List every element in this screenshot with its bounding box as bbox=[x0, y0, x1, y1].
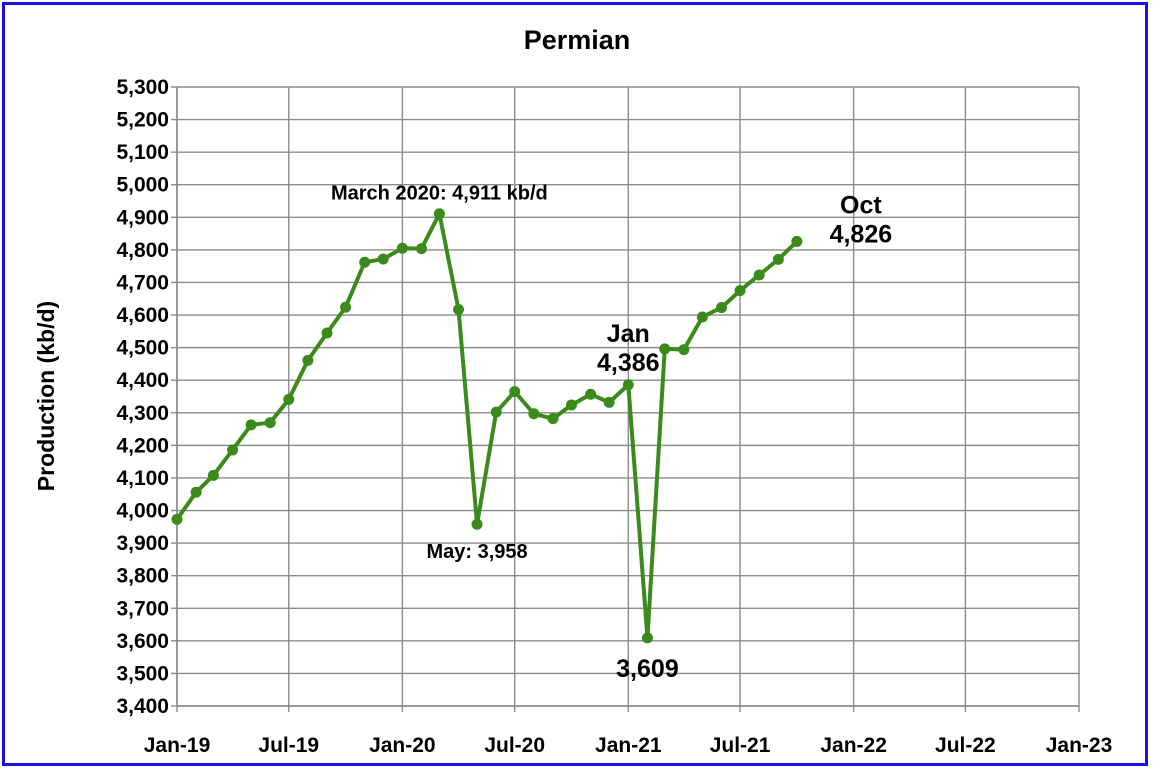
y-tick-label: 3,800 bbox=[116, 565, 169, 588]
x-tick-label: Jul-21 bbox=[710, 734, 771, 757]
y-tick-label: 5,300 bbox=[116, 76, 169, 99]
chart-title: Permian bbox=[524, 25, 631, 55]
y-tick-label: 5,000 bbox=[116, 174, 169, 197]
data-point bbox=[207, 469, 219, 481]
annotation-line: 4,826 bbox=[830, 220, 893, 248]
y-tick-label: 4,900 bbox=[116, 206, 169, 229]
y-tick-label: 4,600 bbox=[116, 304, 169, 327]
x-tick-label: Jul-20 bbox=[484, 734, 545, 757]
annotation-label: 3,609 bbox=[616, 655, 679, 683]
y-tick-label: 4,500 bbox=[116, 337, 169, 360]
data-point bbox=[396, 242, 408, 254]
data-point bbox=[603, 396, 615, 408]
annotation-label: Jan 4,386 bbox=[597, 320, 660, 377]
data-point bbox=[753, 269, 765, 281]
annotation-line: 4,386 bbox=[597, 349, 660, 377]
data-point bbox=[716, 302, 728, 314]
x-tick-label: Jul-22 bbox=[935, 734, 996, 757]
y-tick-label: 3,500 bbox=[116, 662, 169, 685]
y-tick-label: 3,400 bbox=[116, 695, 169, 718]
x-tick-label: Jan-21 bbox=[595, 734, 662, 757]
y-tick-label: 4,400 bbox=[116, 369, 169, 392]
data-point bbox=[433, 208, 445, 220]
x-tick-label: Jan-23 bbox=[1046, 734, 1113, 757]
y-tick-label: 4,100 bbox=[116, 467, 169, 490]
plot-axes bbox=[171, 86, 1080, 712]
data-point bbox=[377, 253, 389, 265]
data-point bbox=[734, 285, 746, 297]
data-point bbox=[772, 253, 784, 265]
data-point bbox=[585, 388, 597, 400]
x-tick-label: Jan-20 bbox=[369, 734, 436, 757]
data-point bbox=[171, 513, 183, 525]
x-tick-label: Jan-22 bbox=[820, 734, 887, 757]
annotation-label: March 2020: 4,911 kb/d bbox=[331, 183, 548, 205]
data-point bbox=[302, 354, 314, 366]
data-point bbox=[678, 344, 690, 356]
data-point bbox=[509, 386, 521, 398]
annotation-line: March 2020: 4,911 kb/d bbox=[331, 183, 548, 205]
data-point bbox=[696, 311, 708, 323]
data-point bbox=[264, 417, 276, 429]
annotation-label: May: 3,958 bbox=[426, 541, 527, 563]
data-point bbox=[490, 406, 502, 418]
y-tick-label: 4,000 bbox=[116, 500, 169, 523]
data-point bbox=[321, 327, 333, 339]
y-axis-label: Production (kb/d) bbox=[33, 301, 59, 491]
series-production bbox=[171, 208, 803, 644]
data-point bbox=[359, 256, 371, 268]
y-tick-label: 4,200 bbox=[116, 434, 169, 457]
annotation-line: 3,609 bbox=[616, 655, 679, 683]
y-axis-ticks: 3,400 3,500 3,600 3,700 3,800 3,900 4,000 4,100… bbox=[116, 76, 169, 718]
data-point bbox=[471, 518, 483, 530]
data-point bbox=[190, 486, 202, 498]
data-point bbox=[641, 632, 653, 644]
data-point bbox=[415, 243, 427, 255]
data-point bbox=[453, 304, 465, 316]
y-tick-label: 3,600 bbox=[116, 630, 169, 653]
data-point bbox=[528, 408, 540, 420]
data-point bbox=[622, 379, 634, 391]
annotation-line: Oct bbox=[840, 191, 882, 219]
y-tick-label: 3,700 bbox=[116, 597, 169, 620]
y-tick-label: 5,100 bbox=[116, 141, 169, 164]
x-axis-ticks: Jan-19 Jul-19 Jan-20 Jul-20 Jan-21 Jul-21 Jan-… bbox=[144, 734, 1113, 757]
series-line bbox=[175, 211, 799, 640]
data-point bbox=[227, 444, 239, 456]
data-point bbox=[340, 301, 352, 313]
annotation-line: Jan bbox=[607, 320, 650, 348]
annotation-label: Oct 4,826 bbox=[830, 191, 893, 248]
annotation-line: May: 3,958 bbox=[426, 541, 527, 563]
data-point bbox=[566, 399, 578, 411]
x-tick-label: Jul-19 bbox=[258, 734, 319, 757]
data-point bbox=[283, 393, 295, 405]
y-tick-label: 3,900 bbox=[116, 532, 169, 555]
data-point bbox=[547, 413, 559, 425]
y-tick-label: 4,800 bbox=[116, 239, 169, 262]
y-tick-label: 5,200 bbox=[116, 109, 169, 132]
data-point bbox=[659, 343, 671, 355]
data-point bbox=[245, 419, 257, 431]
annotations: March 2020: 4,911 kb/d May: 3,958 Jan 4,386… bbox=[331, 183, 892, 683]
data-point bbox=[791, 235, 803, 247]
y-tick-label: 4,700 bbox=[116, 271, 169, 294]
y-tick-label: 4,300 bbox=[116, 402, 169, 425]
x-tick-label: Jan-19 bbox=[144, 734, 211, 757]
